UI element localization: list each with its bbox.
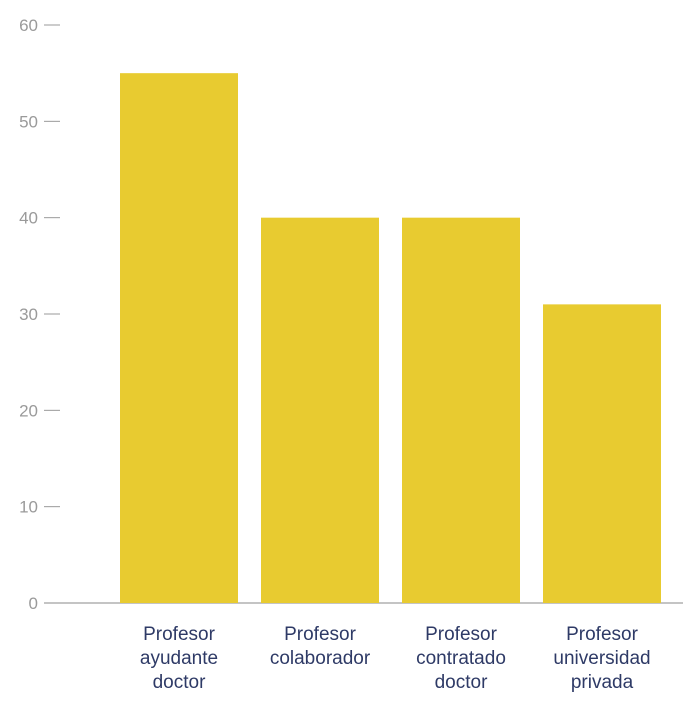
bars — [120, 73, 661, 603]
bar — [402, 217, 520, 603]
y-tick-label: 0 — [29, 594, 38, 613]
bar — [261, 217, 379, 603]
y-tick-label: 20 — [19, 401, 38, 420]
y-axis: 0 10 20 30 40 50 60 — [19, 16, 60, 613]
bar — [120, 73, 238, 603]
x-tick-label: Profesor contratado doctor — [416, 624, 506, 693]
x-tick-label: Profesor universidad privada — [553, 624, 650, 693]
y-tick-label: 50 — [19, 112, 38, 131]
y-tick-label: 40 — [19, 209, 38, 228]
y-tick-label: 10 — [19, 498, 38, 517]
bar — [543, 304, 661, 603]
y-tick-label: 60 — [19, 16, 38, 35]
x-tick-label: Profesor colaborador — [270, 624, 371, 669]
y-tick-label: 30 — [19, 305, 38, 324]
x-tick-label: Profesor ayudante doctor — [140, 624, 218, 693]
x-axis-labels: Profesor ayudante doctor Profesor colaborado… — [140, 624, 651, 693]
